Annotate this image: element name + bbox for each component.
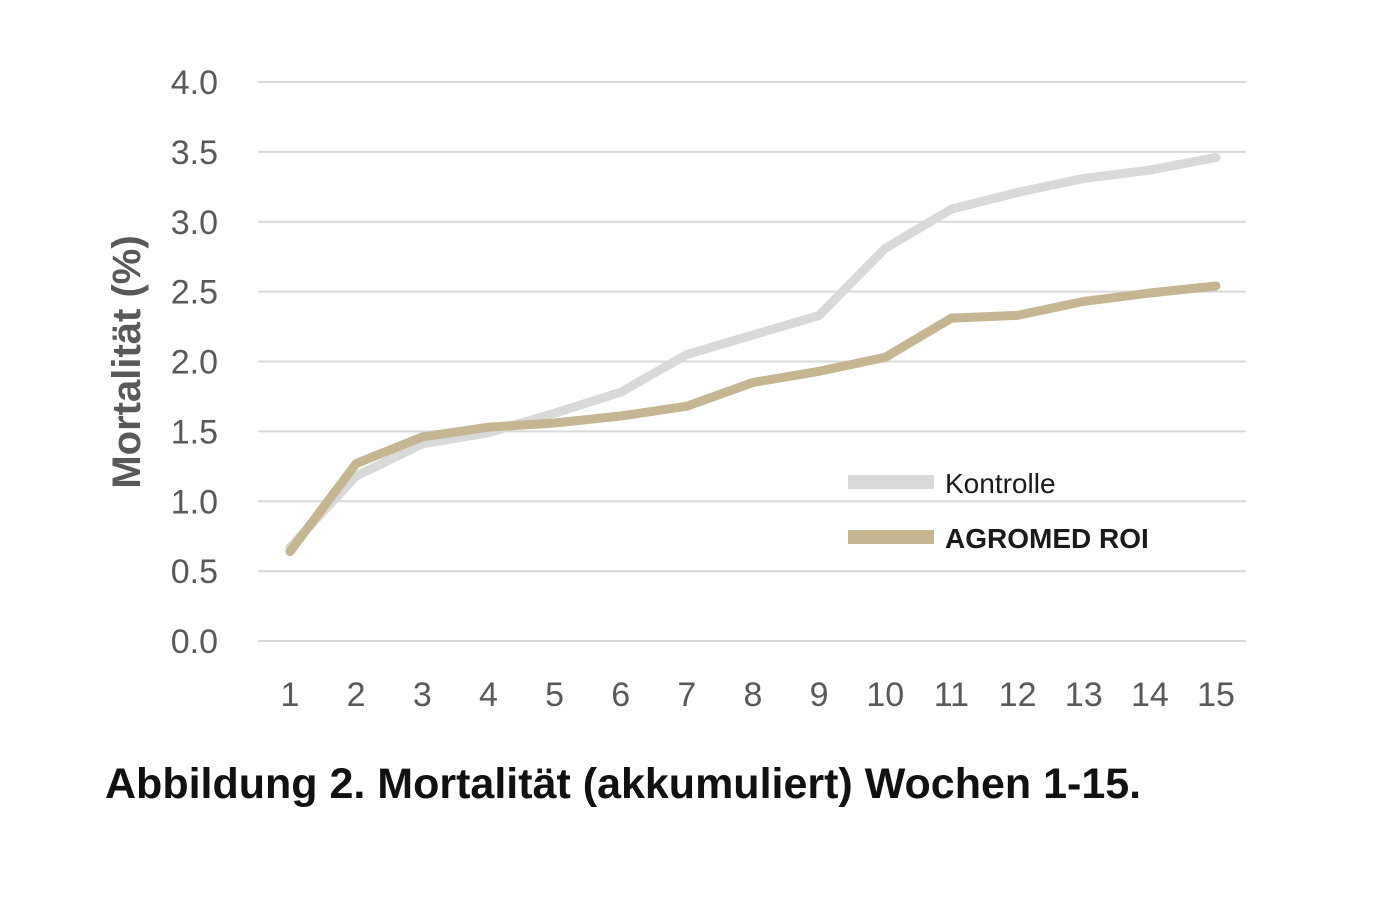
y-tick-label: 4.0 <box>171 64 218 102</box>
x-tick-label: 10 <box>866 676 904 714</box>
x-tick-labels: 1 2 3 4 5 6 7 8 9 10 11 12 13 14 15 <box>281 676 1235 714</box>
x-tick-label: 13 <box>1065 676 1103 714</box>
y-tick-label: 2.0 <box>171 344 218 382</box>
y-tick-label: 1.5 <box>171 413 218 451</box>
series-line-kontrolle <box>285 152 1221 552</box>
y-tick-labels: 0.0 0.5 1.0 1.5 2.0 2.5 3.0 3.5 4.0 <box>171 64 218 661</box>
x-tick-label: 14 <box>1131 676 1169 714</box>
figure-caption: Abbildung 2. Mortalität (akkumuliert) Wo… <box>105 760 1142 808</box>
gridlines <box>258 81 1246 642</box>
x-tick-label: 15 <box>1197 676 1235 714</box>
y-tick-label: 0.5 <box>171 553 218 591</box>
x-tick-label: 12 <box>999 676 1037 714</box>
x-tick-label: 6 <box>611 676 630 714</box>
series-line-agromed-roi <box>285 281 1221 557</box>
x-tick-label: 11 <box>934 676 969 714</box>
series-lines <box>285 152 1221 557</box>
legend-label: Kontrolle <box>945 468 1056 499</box>
legend-label: AGROMED ROI <box>945 523 1149 554</box>
x-tick-label: 7 <box>677 676 696 714</box>
y-tick-label: 3.0 <box>171 204 218 242</box>
y-tick-label: 2.5 <box>171 274 218 312</box>
x-tick-label: 1 <box>281 676 300 714</box>
y-tick-label: 3.5 <box>171 134 218 172</box>
x-tick-label: 3 <box>413 676 432 714</box>
x-tick-label: 8 <box>744 676 763 714</box>
legend: Kontrolle AGROMED ROI <box>848 468 1149 554</box>
x-tick-label: 2 <box>347 676 366 714</box>
y-tick-label: 1.0 <box>171 483 218 521</box>
y-axis-title: Mortalität (%) <box>105 235 149 488</box>
x-tick-label: 5 <box>545 676 564 714</box>
y-tick-label: 0.0 <box>171 623 218 661</box>
x-tick-label: 4 <box>479 676 498 714</box>
x-tick-label: 9 <box>810 676 829 714</box>
